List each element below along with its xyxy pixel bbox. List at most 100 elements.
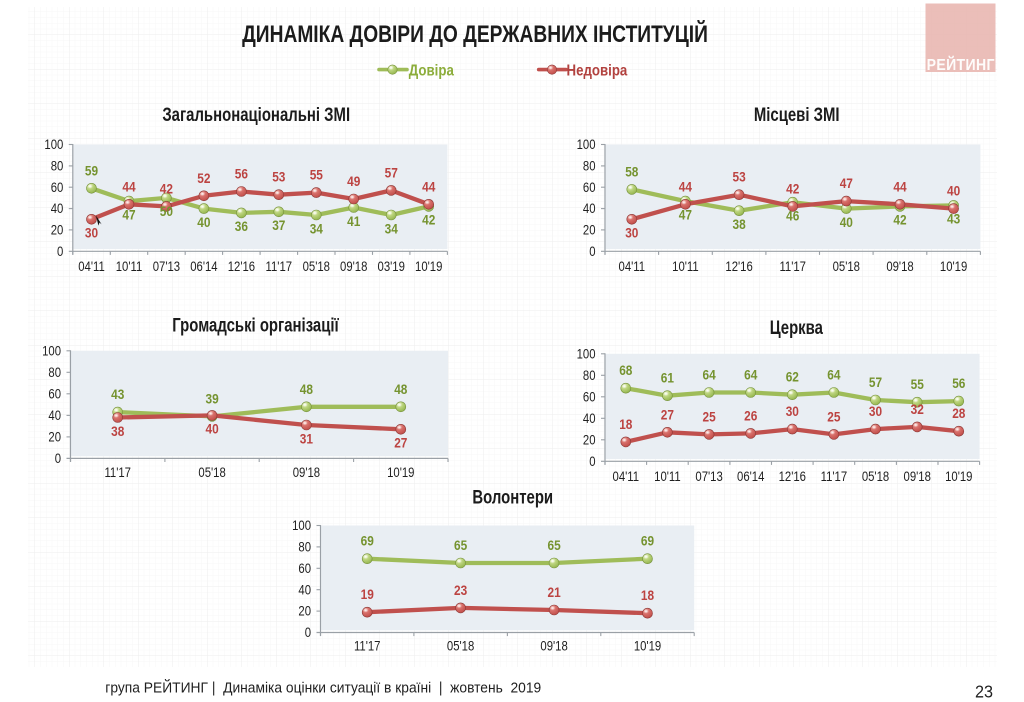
- svg-text:32: 32: [911, 401, 924, 417]
- svg-text:20: 20: [583, 223, 596, 238]
- svg-text:04'11: 04'11: [613, 469, 640, 484]
- svg-text:23: 23: [975, 682, 993, 702]
- svg-text:05'18: 05'18: [447, 638, 474, 653]
- svg-text:100: 100: [577, 346, 596, 361]
- svg-text:64: 64: [744, 367, 758, 383]
- svg-text:40: 40: [197, 214, 210, 230]
- svg-text:05'18: 05'18: [303, 259, 330, 274]
- svg-text:56: 56: [235, 166, 248, 182]
- svg-text:38: 38: [111, 423, 124, 439]
- svg-text:03'19: 03'19: [378, 259, 405, 274]
- svg-text:30: 30: [85, 225, 98, 241]
- svg-text:Загальнонаціональні ЗМІ: Загальнонаціональні ЗМІ: [162, 104, 350, 125]
- svg-text:60: 60: [583, 389, 596, 404]
- svg-text:60: 60: [583, 180, 596, 195]
- svg-text:10'11: 10'11: [654, 469, 681, 484]
- svg-text:12'16: 12'16: [228, 259, 255, 274]
- svg-text:59: 59: [85, 162, 98, 178]
- svg-text:10'19: 10'19: [945, 469, 972, 484]
- svg-text:53: 53: [733, 169, 746, 185]
- svg-text:10'19: 10'19: [415, 259, 442, 274]
- svg-text:19: 19: [361, 586, 374, 602]
- svg-text:28: 28: [952, 405, 965, 421]
- svg-text:40: 40: [583, 411, 596, 426]
- svg-text:57: 57: [869, 374, 882, 390]
- svg-text:40: 40: [298, 582, 311, 597]
- svg-text:34: 34: [310, 220, 324, 236]
- svg-text:21: 21: [548, 584, 561, 600]
- svg-text:10'19: 10'19: [387, 465, 414, 480]
- svg-text:26: 26: [744, 408, 757, 424]
- svg-text:39: 39: [206, 391, 219, 407]
- svg-text:07'13: 07'13: [153, 259, 180, 274]
- svg-text:37: 37: [272, 217, 285, 233]
- svg-text:0: 0: [57, 244, 63, 259]
- svg-text:ДИНАМІКА ДОВІРИ ДО ДЕРЖАВНИХ І: ДИНАМІКА ДОВІРИ ДО ДЕРЖАВНИХ ІНСТИТУЦІЙ: [242, 20, 708, 48]
- svg-text:20: 20: [51, 223, 64, 238]
- svg-text:68: 68: [619, 362, 632, 378]
- svg-text:48: 48: [300, 381, 313, 397]
- svg-text:47: 47: [122, 207, 135, 223]
- svg-text:23: 23: [454, 582, 467, 598]
- svg-text:Довіра: Довіра: [409, 63, 455, 80]
- svg-text:80: 80: [48, 365, 61, 380]
- svg-text:Волонтери: Волонтери: [472, 487, 553, 508]
- svg-text:80: 80: [298, 540, 311, 555]
- svg-text:34: 34: [385, 220, 399, 236]
- svg-text:РЕЙТИНГ: РЕЙТИНГ: [927, 55, 995, 74]
- svg-text:11'17: 11'17: [354, 638, 381, 653]
- svg-text:42: 42: [160, 181, 173, 197]
- svg-text:Місцеві ЗМІ: Місцеві ЗМІ: [754, 104, 840, 125]
- svg-text:44: 44: [679, 178, 693, 194]
- svg-text:09'18: 09'18: [340, 259, 367, 274]
- svg-text:25: 25: [703, 409, 716, 425]
- svg-text:44: 44: [893, 178, 907, 194]
- svg-text:41: 41: [347, 213, 360, 229]
- svg-text:20: 20: [48, 430, 61, 445]
- svg-text:42: 42: [786, 181, 799, 197]
- svg-text:56: 56: [952, 375, 965, 391]
- svg-text:18: 18: [619, 416, 632, 432]
- svg-text:06'14: 06'14: [737, 469, 764, 484]
- svg-text:48: 48: [394, 381, 407, 397]
- svg-text:Недовіра: Недовіра: [567, 63, 629, 80]
- svg-text:80: 80: [583, 368, 596, 383]
- svg-text:42: 42: [422, 212, 435, 228]
- svg-text:12'16: 12'16: [779, 469, 806, 484]
- svg-text:40: 40: [947, 183, 960, 199]
- svg-text:40: 40: [583, 201, 596, 216]
- svg-text:44: 44: [122, 178, 136, 194]
- svg-text:20: 20: [583, 432, 596, 447]
- svg-text:0: 0: [589, 454, 595, 469]
- svg-text:80: 80: [583, 159, 596, 174]
- svg-text:60: 60: [48, 386, 61, 401]
- svg-text:27: 27: [661, 406, 674, 422]
- svg-text:0: 0: [589, 244, 595, 259]
- svg-text:05'18: 05'18: [198, 465, 225, 480]
- svg-text:11'17: 11'17: [104, 465, 131, 480]
- svg-text:10'11: 10'11: [672, 259, 699, 274]
- svg-text:09'18: 09'18: [886, 259, 913, 274]
- svg-text:100: 100: [44, 137, 63, 152]
- svg-text:65: 65: [548, 537, 561, 553]
- svg-text:група РЕЙТИНГ | Динаміка оцін: група РЕЙТИНГ | Динаміка оцінки ситуації…: [105, 678, 541, 695]
- svg-text:27: 27: [394, 435, 407, 451]
- svg-text:12'16: 12'16: [725, 259, 752, 274]
- svg-text:65: 65: [454, 537, 467, 553]
- svg-text:44: 44: [422, 178, 436, 194]
- svg-text:43: 43: [947, 211, 960, 227]
- svg-text:Громадські організації: Громадські організації: [172, 315, 339, 336]
- svg-text:53: 53: [272, 169, 285, 185]
- svg-text:69: 69: [641, 533, 654, 549]
- svg-text:30: 30: [625, 225, 638, 241]
- svg-text:38: 38: [733, 216, 746, 232]
- svg-text:42: 42: [893, 212, 906, 228]
- svg-text:11'17: 11'17: [266, 259, 293, 274]
- svg-text:07'13: 07'13: [695, 469, 722, 484]
- svg-text:31: 31: [300, 430, 313, 446]
- svg-text:Церква: Церква: [770, 317, 824, 338]
- svg-text:04'11: 04'11: [78, 259, 105, 274]
- svg-text:100: 100: [577, 137, 596, 152]
- svg-text:05'18: 05'18: [862, 469, 889, 484]
- svg-text:49: 49: [347, 173, 360, 189]
